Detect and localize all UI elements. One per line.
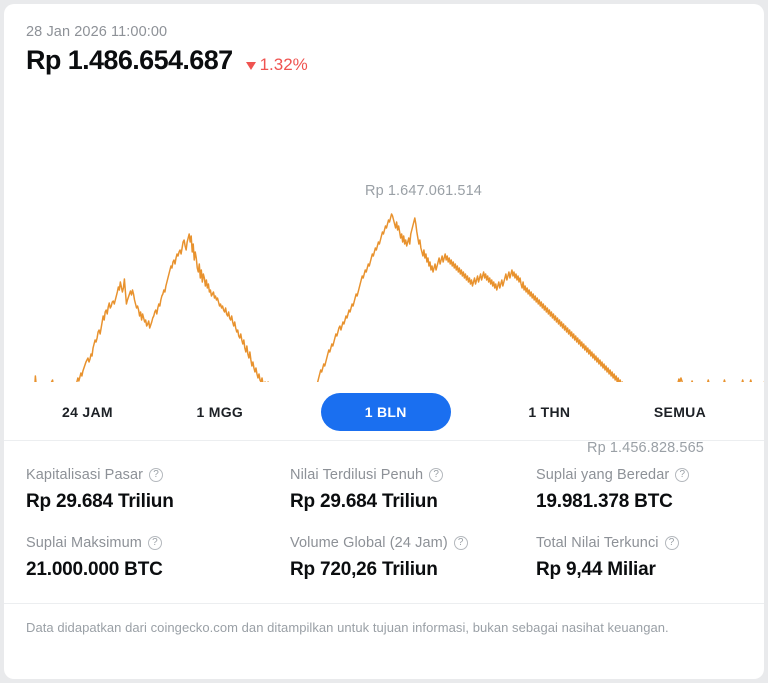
divider-stats <box>4 440 764 441</box>
chart-high-label: Rp 1.647.061.514 <box>365 183 482 199</box>
stat-suplai-yang-beredar: Suplai yang Beredar ? 19.981.378 BTC <box>518 465 764 513</box>
stat-suplai-maksimum: Suplai Maksimum ? 21.000.000 BTC <box>26 533 272 581</box>
range-tab-24-jam[interactable]: 24 JAM <box>56 394 119 430</box>
disclaimer: Data didapatkan dari coingecko.com dan d… <box>26 620 669 635</box>
range-selector: 24 JAM 1 MGG 1 BLN 1 THN SEMUA <box>4 384 764 440</box>
price-change-value: 1.32% <box>259 55 308 74</box>
stat-label: Suplai Maksimum ? <box>26 533 272 553</box>
stat-value: Rp 29.684 Triliun <box>290 491 438 512</box>
stat-label-text: Suplai yang Beredar <box>536 467 670 483</box>
range-tab-1-thn[interactable]: 1 THN <box>522 394 576 430</box>
stat-label-text: Suplai Maksimum <box>26 535 142 551</box>
price-row: Rp 1.486.654.687 1.32% <box>26 45 764 76</box>
stat-kapitalisasi-pasar: Kapitalisasi Pasar ? Rp 29.684 Triliun <box>26 465 272 513</box>
header: 28 Jan 2026 11:00:00 Rp 1.486.654.687 1.… <box>4 4 764 76</box>
help-icon[interactable]: ? <box>453 536 468 550</box>
help-icon[interactable]: ? <box>147 536 162 550</box>
stat-value: 21.000.000 BTC <box>26 559 163 580</box>
price-change: 1.32% <box>245 55 308 75</box>
help-icon[interactable]: ? <box>429 468 444 482</box>
stat-total-nilai-terkunci: Total Nilai Terkunci ? Rp 9,44 Miliar <box>518 533 764 581</box>
help-icon[interactable]: ? <box>675 468 690 482</box>
help-icon[interactable]: ? <box>664 536 679 550</box>
market-overview-card: 28 Jan 2026 11:00:00 Rp 1.486.654.687 1.… <box>4 4 764 679</box>
stat-label: Kapitalisasi Pasar ? <box>26 465 272 485</box>
stat-label: Volume Global (24 Jam) ? <box>290 533 518 553</box>
range-tab-1-mgg[interactable]: 1 MGG <box>190 394 249 430</box>
stat-label-text: Total Nilai Terkunci <box>536 535 659 551</box>
stat-label: Suplai yang Beredar ? <box>536 465 764 485</box>
stat-volume-global-24-jam: Volume Global (24 Jam) ? Rp 720,26 Trili… <box>272 533 518 581</box>
divider-footer <box>4 603 764 604</box>
range-tab-semua[interactable]: SEMUA <box>648 394 712 430</box>
stat-label: Total Nilai Terkunci ? <box>536 533 764 553</box>
stat-label-text: Volume Global (24 Jam) <box>290 535 448 551</box>
stat-label-text: Kapitalisasi Pasar <box>26 467 144 483</box>
stat-value: 19.981.378 BTC <box>536 491 673 512</box>
chart-low-label: Rp 1.456.828.565 <box>587 440 704 456</box>
stat-value: Rp 720,26 Triliun <box>290 559 438 580</box>
stat-nilai-terdilusi-penuh: Nilai Terdilusi Penuh ? Rp 29.684 Triliu… <box>272 465 518 513</box>
price-chart[interactable]: Rp 1.647.061.514 Rp 1.456.828.565 <box>4 82 764 456</box>
range-tab-1-bln[interactable]: 1 BLN <box>320 393 451 431</box>
stat-label: Nilai Terdilusi Penuh ? <box>290 465 518 485</box>
sparkline-svg <box>34 213 764 382</box>
stats-grid: Kapitalisasi Pasar ? Rp 29.684 Triliun N… <box>4 441 764 603</box>
stat-label-text: Nilai Terdilusi Penuh <box>290 467 424 483</box>
help-icon[interactable]: ? <box>149 468 164 482</box>
timestamp: 28 Jan 2026 11:00:00 <box>26 24 168 40</box>
stat-value: Rp 29.684 Triliun <box>26 491 174 512</box>
sparkline-path <box>34 213 764 382</box>
stat-value: Rp 9,44 Miliar <box>536 559 656 580</box>
caret-down-icon <box>245 62 256 70</box>
current-price: Rp 1.486.654.687 <box>26 45 233 75</box>
